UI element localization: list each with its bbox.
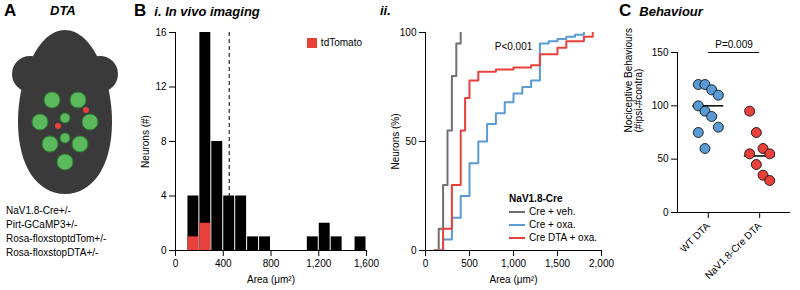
html-text:Pirt-GCaMP3+/-: Pirt-GCaMP3+/- [6,219,78,230]
html-text:Rosa-floxstopDTA+/-: Rosa-floxstopDTA+/- [6,247,99,258]
svg-text:P=0.009: P=0.009 [715,39,753,50]
html-text:i. In vivo imaging: i. In vivo imaging [154,4,260,19]
svg-text:Area (μm²): Area (μm²) [490,274,538,285]
svg-text:P<0.001: P<0.001 [495,41,533,52]
svg-text:400: 400 [215,258,232,269]
svg-text:Neurons (#): Neurons (#) [140,115,151,168]
html-text:ii.: ii. [380,3,391,18]
html-text:Behaviour: Behaviour [639,4,703,19]
svg-text:0: 0 [161,245,167,256]
svg-text:0: 0 [411,245,417,256]
svg-text:Nociceptive Behaviours(#ipsi-#: Nociceptive Behaviours(#ipsi-#contra) [623,28,644,133]
svg-text:1,200: 1,200 [306,258,331,269]
svg-text:100: 100 [400,27,417,38]
html-text:Cre + veh.: Cre + veh. [529,206,576,217]
svg-text:NaV1.8-Cre DTA: NaV1.8-Cre DTA [703,220,764,281]
svg-text:0: 0 [423,258,429,269]
svg-text:500: 500 [461,258,478,269]
svg-text:0: 0 [663,207,669,218]
svg-text:4: 4 [161,190,167,201]
svg-text:50: 50 [405,136,417,147]
svg-text:12: 12 [155,81,167,92]
html-text:NaV1.8-Cre+/-: NaV1.8-Cre+/- [6,205,71,216]
html-text:DTA: DTA [50,3,76,18]
svg-text:1,600: 1,600 [354,258,379,269]
svg-text:1,500: 1,500 [545,258,570,269]
html-text:Cre DTA + oxa.: Cre DTA + oxa. [529,232,597,243]
html-text:C: C [619,1,632,20]
html-text:Rosa-floxstoptdTom+/-: Rosa-floxstoptdTom+/- [6,233,107,244]
svg-text:8: 8 [161,136,167,147]
html-text:NaV1.8-Cre: NaV1.8-Cre [509,193,563,204]
html-text:Cre + oxa.: Cre + oxa. [529,219,576,230]
svg-text:50: 50 [657,153,669,164]
html-text:B: B [134,1,147,20]
svg-text:16: 16 [155,27,167,38]
svg-text:800: 800 [263,258,280,269]
svg-text:1,000: 1,000 [501,258,526,269]
svg-text:Neurons (%): Neurons (%) [390,113,401,169]
svg-text:2,000: 2,000 [589,258,614,269]
html-text:A: A [4,1,17,20]
html-text:tdTomato: tdTomato [320,37,362,48]
svg-text:Area (μm²): Area (μm²) [247,274,295,285]
svg-text:150: 150 [652,47,669,58]
svg-text:0: 0 [173,258,179,269]
svg-text:100: 100 [652,100,669,111]
svg-text:WT DTA: WT DTA [678,220,712,254]
